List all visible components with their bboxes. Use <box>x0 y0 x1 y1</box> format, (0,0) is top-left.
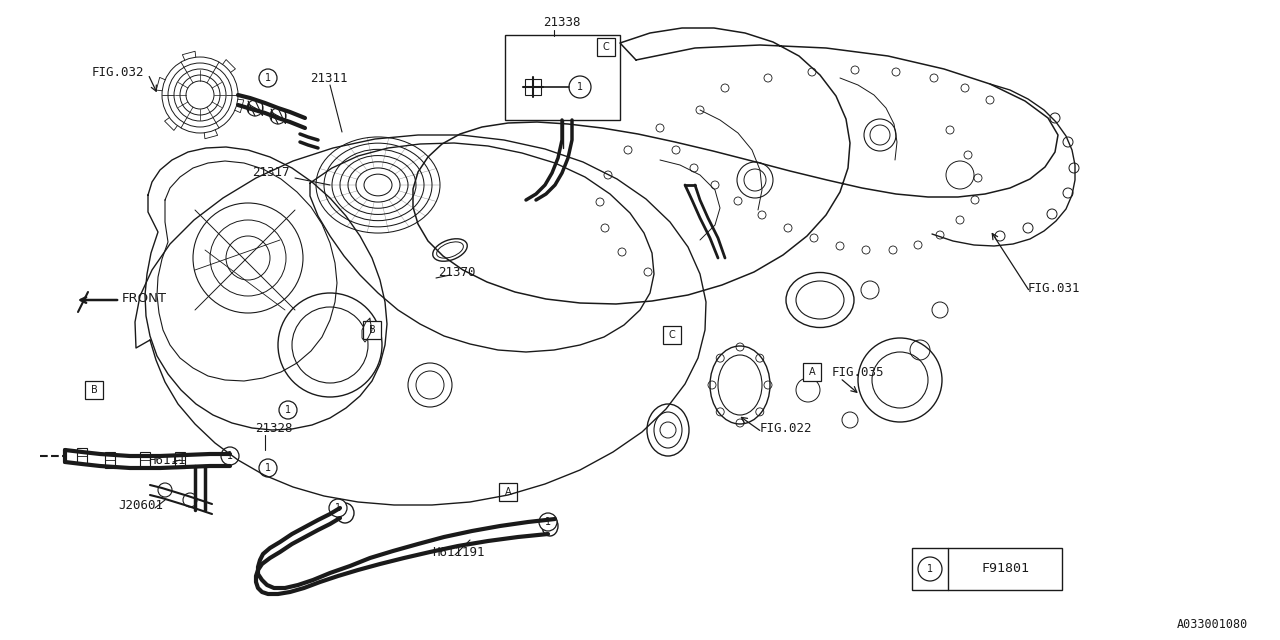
Text: 1: 1 <box>265 73 271 83</box>
Circle shape <box>279 401 297 419</box>
Text: FIG.032: FIG.032 <box>92 65 145 79</box>
Text: 21311: 21311 <box>310 72 347 84</box>
Bar <box>663 326 681 344</box>
Bar <box>84 381 102 399</box>
Text: 1: 1 <box>227 451 233 461</box>
Circle shape <box>221 447 239 465</box>
Text: 1: 1 <box>335 503 340 513</box>
Text: A: A <box>809 367 815 377</box>
Text: 21328: 21328 <box>255 422 293 435</box>
Bar <box>140 452 150 468</box>
Text: 21338: 21338 <box>543 15 581 29</box>
Text: 1: 1 <box>927 564 933 574</box>
Bar <box>364 321 381 339</box>
Text: FIG.022: FIG.022 <box>760 422 813 435</box>
Bar <box>506 35 620 120</box>
Bar <box>525 79 541 95</box>
Text: 1: 1 <box>285 405 291 415</box>
Bar <box>175 452 186 468</box>
Text: 21370: 21370 <box>438 266 475 278</box>
Text: J20601: J20601 <box>118 499 163 511</box>
Circle shape <box>329 499 347 517</box>
Text: 1: 1 <box>545 517 552 527</box>
Text: A033001080: A033001080 <box>1176 618 1248 632</box>
Bar <box>803 363 820 381</box>
Bar <box>77 448 87 464</box>
Text: C: C <box>668 330 676 340</box>
Bar <box>499 483 517 501</box>
Circle shape <box>539 513 557 531</box>
Bar <box>105 452 115 468</box>
Text: F91801: F91801 <box>980 563 1029 575</box>
Circle shape <box>259 69 276 87</box>
Text: H6111: H6111 <box>148 454 186 467</box>
Text: FIG.035: FIG.035 <box>832 365 884 378</box>
Text: C: C <box>603 42 609 52</box>
Text: A: A <box>504 487 511 497</box>
Text: 1: 1 <box>265 463 271 473</box>
Circle shape <box>918 557 942 581</box>
Text: H611191: H611191 <box>433 545 485 559</box>
Bar <box>596 38 614 56</box>
Text: B: B <box>91 385 97 395</box>
Text: 21317: 21317 <box>252 166 289 179</box>
Circle shape <box>259 459 276 477</box>
Bar <box>913 548 1062 590</box>
Circle shape <box>570 76 591 98</box>
Text: 1: 1 <box>577 82 584 92</box>
Text: FIG.031: FIG.031 <box>1028 282 1080 294</box>
Text: FRONT: FRONT <box>122 291 166 305</box>
Text: B: B <box>369 325 375 335</box>
